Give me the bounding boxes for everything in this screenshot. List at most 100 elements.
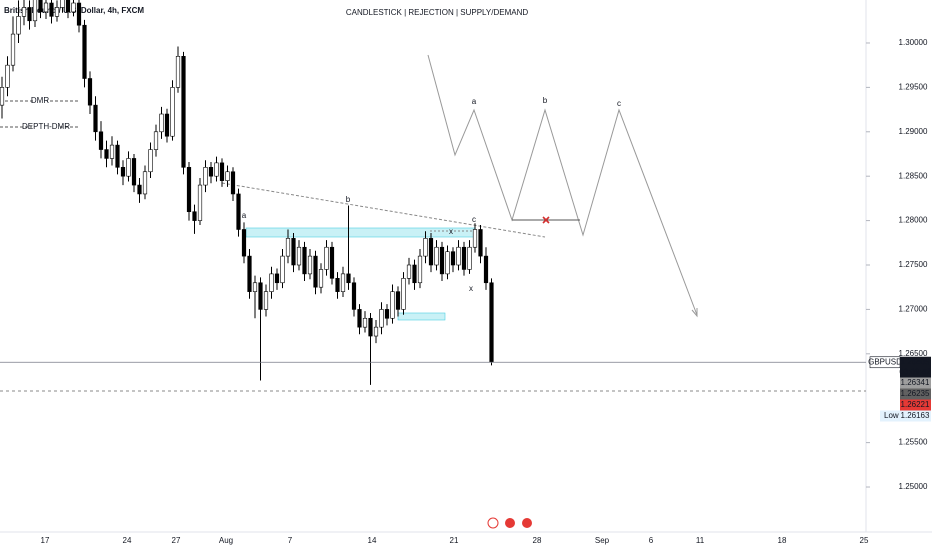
candle-body bbox=[115, 144, 120, 168]
candle-body bbox=[65, 0, 71, 13]
marker-badge bbox=[900, 388, 931, 400]
candle-body bbox=[472, 229, 478, 248]
chart-subtitle: CANDLESTICK | REJECTION | SUPPLY/DEMAND bbox=[346, 8, 528, 17]
x-tick-label: 24 bbox=[123, 536, 132, 545]
y-tick-label: 1.30000 bbox=[899, 38, 928, 47]
dmr-label: DMR bbox=[31, 96, 49, 105]
candle-body bbox=[285, 238, 291, 257]
candle-body bbox=[373, 326, 379, 337]
candle-body bbox=[120, 167, 126, 177]
y-tick-label: 1.25000 bbox=[899, 482, 928, 491]
candle-body bbox=[87, 78, 93, 106]
candle-body bbox=[27, 7, 32, 22]
candle-body bbox=[71, 2, 76, 13]
candle-body bbox=[109, 144, 115, 159]
candle-body bbox=[417, 255, 423, 284]
trendline bbox=[221, 182, 546, 238]
candle-body bbox=[252, 282, 258, 292]
candle-body bbox=[428, 238, 434, 266]
y-tick-label: 1.28500 bbox=[899, 171, 928, 180]
candle-body bbox=[192, 211, 197, 221]
symbol-label: GBPUSD bbox=[868, 357, 902, 366]
x-label: x bbox=[469, 284, 473, 293]
wave-label: a bbox=[242, 211, 247, 220]
candle-body bbox=[49, 2, 54, 17]
candle-body bbox=[335, 278, 340, 292]
candle-body bbox=[142, 171, 148, 195]
candle-body bbox=[412, 264, 417, 284]
event-icon[interactable] bbox=[522, 518, 532, 528]
x-tick-label: Sep bbox=[595, 536, 610, 545]
wave-projection bbox=[427, 54, 698, 316]
candle-body bbox=[390, 291, 395, 319]
candle-body bbox=[230, 171, 236, 195]
marker-badge bbox=[900, 399, 931, 411]
candle-body bbox=[247, 255, 252, 292]
y-tick-label: 1.28000 bbox=[899, 216, 928, 225]
x-tick-label: 17 bbox=[41, 536, 50, 545]
candle-body bbox=[483, 255, 489, 284]
candle-body bbox=[137, 184, 142, 195]
event-icon[interactable] bbox=[505, 518, 515, 528]
x-tick-label: 18 bbox=[778, 536, 787, 545]
target-cross bbox=[542, 216, 550, 224]
candle-body bbox=[340, 273, 346, 292]
candle-body bbox=[197, 184, 203, 221]
candle-body bbox=[21, 7, 27, 17]
annotation-bg bbox=[32, 123, 60, 131]
x-tick-label: 28 bbox=[533, 536, 542, 545]
candle-body bbox=[351, 282, 357, 310]
marker-label: 1.26221 bbox=[901, 400, 930, 409]
depth-dmr-label: DEPTH-DMR bbox=[22, 122, 70, 131]
candle-body bbox=[379, 309, 384, 328]
low-badge bbox=[880, 410, 931, 422]
candle-body bbox=[93, 104, 98, 133]
candle-body bbox=[126, 158, 131, 177]
demand-zone bbox=[397, 312, 446, 321]
candle-body bbox=[329, 246, 335, 279]
candle-body bbox=[478, 229, 483, 257]
candle-body bbox=[148, 149, 153, 173]
candle-body bbox=[219, 162, 225, 181]
projection-label: c bbox=[617, 99, 621, 108]
candle-body bbox=[368, 317, 373, 337]
price-badge bbox=[900, 356, 931, 379]
candle-body bbox=[43, 2, 49, 13]
candle-body bbox=[313, 255, 318, 288]
candle-body bbox=[225, 171, 230, 181]
candle-body bbox=[269, 273, 274, 292]
candle-body bbox=[296, 246, 302, 266]
candle-body bbox=[263, 291, 269, 310]
candle-body bbox=[38, 0, 43, 13]
x-tick-label: 7 bbox=[288, 536, 293, 545]
wave-label: c bbox=[472, 215, 476, 224]
projection-arrowhead bbox=[691, 308, 698, 318]
y-tick-label: 1.29000 bbox=[899, 127, 928, 136]
candle-body bbox=[159, 113, 164, 133]
y-tick-label: 1.26500 bbox=[899, 349, 928, 358]
candle-body bbox=[346, 273, 351, 284]
candle-body bbox=[291, 238, 296, 266]
candle-body bbox=[324, 246, 329, 270]
candle-body bbox=[406, 264, 412, 279]
projection-label: a bbox=[472, 97, 477, 106]
candle-body bbox=[274, 273, 280, 284]
low-value: 1.26163 bbox=[901, 411, 930, 420]
candle-body bbox=[445, 251, 450, 275]
event-icons bbox=[487, 517, 532, 529]
candle-body bbox=[181, 56, 186, 168]
x-tick-label: Aug bbox=[219, 536, 233, 545]
event-icon[interactable] bbox=[487, 517, 499, 529]
candle-body bbox=[164, 113, 170, 137]
candle-body bbox=[489, 282, 494, 363]
supply-zone bbox=[245, 227, 476, 238]
candle-body bbox=[357, 309, 362, 328]
candle-body bbox=[434, 246, 439, 266]
candle-body bbox=[439, 246, 445, 275]
candle-body bbox=[318, 269, 324, 288]
price-label: 1.26405 bbox=[901, 357, 930, 366]
y-tick-label: 1.27500 bbox=[899, 260, 928, 269]
candle-body bbox=[236, 193, 241, 230]
x-tick-label: 27 bbox=[172, 536, 181, 545]
